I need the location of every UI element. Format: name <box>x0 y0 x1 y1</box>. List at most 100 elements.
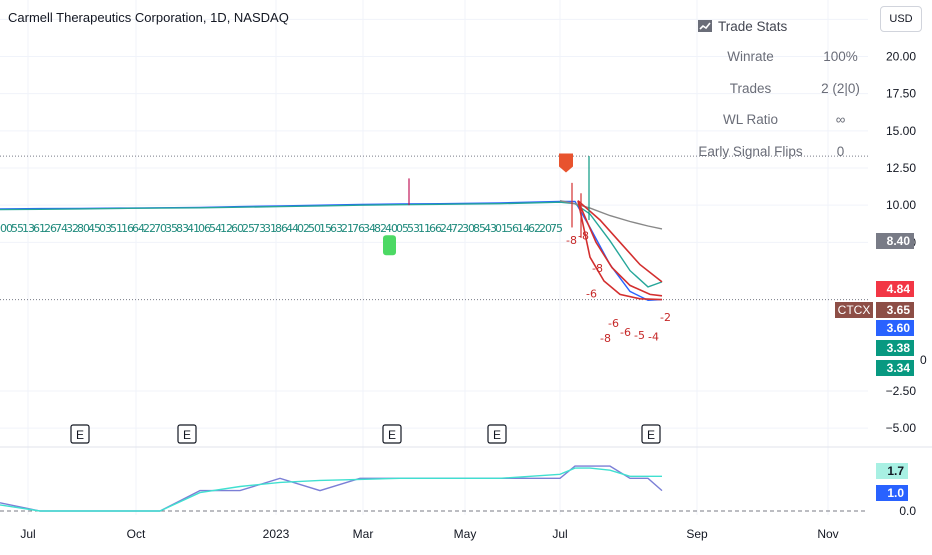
x-tick-label: Sep <box>686 527 708 541</box>
x-tick-label: Nov <box>817 527 838 541</box>
earnings-marker-label: E <box>493 428 501 442</box>
signal-text: 22 <box>143 222 155 235</box>
signal-number: -6 <box>608 317 619 330</box>
stats-row-winrate: Winrate 100% <box>688 41 868 73</box>
x-tick-label: May <box>454 527 477 541</box>
signal-text: 41 <box>187 222 199 235</box>
earnings-marker-label: E <box>76 428 84 442</box>
y-tick-label: −2.50 <box>886 384 917 398</box>
trade-stats-table: Trade Stats Winrate 100% Trades 2 (2|0) … <box>688 14 868 167</box>
signal-text: 50 <box>308 222 321 235</box>
stats-value: 0 <box>836 143 845 159</box>
buy-signal-marker <box>383 235 396 256</box>
earnings-marker <box>641 424 661 444</box>
signal-text: 30 <box>462 222 475 235</box>
price-tag: 3.34 <box>876 360 914 376</box>
chart-title: Carmell Therapeutics Corporation, 1D, NA… <box>8 10 289 25</box>
indicator-y-tick-label: 0.0 <box>899 504 916 518</box>
signal-number: -4 <box>648 330 659 343</box>
x-tick-label: Jul <box>552 527 567 541</box>
price-tag: 3.60 <box>876 320 914 336</box>
signal-text: 00 <box>0 222 13 235</box>
y-tick-label: 20.00 <box>886 49 916 63</box>
stats-label: WL Ratio <box>722 112 778 128</box>
signal-number: -6 <box>586 287 597 300</box>
signal-text: 76 <box>352 222 365 235</box>
x-tick-label: 2023 <box>263 527 290 541</box>
symbol-tag: CTCX <box>835 302 873 318</box>
signal-text: 44 <box>286 222 299 235</box>
price-tag: 8.40 <box>876 233 914 249</box>
signal-text: 24 <box>440 222 453 235</box>
signal-text: 45 <box>88 222 101 235</box>
currency-button[interactable]: USD <box>880 6 922 32</box>
signal-text: 56 <box>506 222 519 235</box>
axis-zero-label: 0 <box>920 353 927 367</box>
signal-text: 75 <box>550 222 563 235</box>
earnings-marker <box>70 424 90 444</box>
signal-text: 83 <box>176 222 189 235</box>
y-tick-label: 17.50 <box>886 87 916 101</box>
trade-stats-header: Trade Stats <box>688 14 868 38</box>
signal-text: 01 <box>495 222 507 235</box>
price-tag: 3.65 <box>876 302 914 318</box>
x-tick-label: Mar <box>353 527 374 541</box>
signal-text: 64 <box>132 222 145 235</box>
price-tag: 4.84 <box>876 281 914 297</box>
signal-number: -8 <box>592 262 603 275</box>
earnings-marker-label: E <box>388 428 396 442</box>
signal-text: 85 <box>473 222 486 235</box>
stats-value: 2 (2|0) <box>821 80 860 96</box>
signal-text: 82 <box>374 222 386 235</box>
signal-text: 66 <box>429 222 442 235</box>
signal-number: -2 <box>660 311 671 324</box>
stats-label: Winrate <box>727 49 774 65</box>
signal-text: 86 <box>275 222 288 235</box>
signal-text: 16 <box>121 222 134 235</box>
signal-text: 70 <box>154 222 167 235</box>
signal-text: 73 <box>253 222 266 235</box>
signal-text: 32 <box>66 222 78 235</box>
signal-text: 11 <box>418 222 430 235</box>
signal-text: 61 <box>33 222 45 235</box>
decay-curve-2 <box>577 200 663 301</box>
signal-text: 03 <box>99 222 112 235</box>
y-tick-label: 10.00 <box>886 198 916 212</box>
ma-line-2 <box>559 200 663 230</box>
signal-text: 21 <box>341 222 353 235</box>
signal-text: 02 <box>297 222 309 235</box>
signal-text: 43 <box>484 222 497 235</box>
earnings-marker <box>382 424 402 444</box>
price-tag: 3.38 <box>876 340 914 356</box>
ma-line-1 <box>0 201 663 288</box>
signal-text: 80 <box>77 222 90 235</box>
stats-row-trades: Trades 2 (2|0) <box>688 73 868 105</box>
signal-text: 12 <box>220 222 232 235</box>
signal-text: 55 <box>11 222 24 235</box>
signal-number: -6 <box>620 326 631 339</box>
signal-text: 14 <box>517 222 530 235</box>
signal-text: 60 <box>231 222 244 235</box>
signal-text: 51 <box>110 222 122 235</box>
decay-curve-1 <box>577 200 663 297</box>
y-tick-label: −5.00 <box>886 421 917 435</box>
stats-row-early-signal-flips: Early Signal Flips 0 <box>688 136 868 168</box>
signal-text: 15 <box>319 222 332 235</box>
chart-line-icon <box>698 20 712 32</box>
signal-text: 35 <box>165 222 178 235</box>
trade-stats-title: Trade Stats <box>718 18 788 34</box>
signal-number: -8 <box>600 332 611 345</box>
earnings-marker-label: E <box>183 428 191 442</box>
y-tick-label: 12.50 <box>886 161 916 175</box>
signal-text: 13 <box>22 222 35 235</box>
decay-curve-0 <box>577 200 663 283</box>
signal-number: -8 <box>566 234 577 247</box>
stats-label: Trades <box>729 80 772 96</box>
signal-number: -5 <box>634 329 645 342</box>
stats-label: Early Signal Flips <box>698 143 803 159</box>
signal-text: 31 <box>264 222 276 235</box>
x-tick-label: Jul <box>20 527 35 541</box>
indicator-tag: 1.0 <box>876 485 908 501</box>
